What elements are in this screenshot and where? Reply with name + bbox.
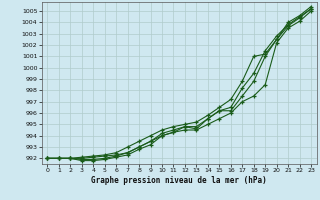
X-axis label: Graphe pression niveau de la mer (hPa): Graphe pression niveau de la mer (hPa) bbox=[91, 176, 267, 185]
